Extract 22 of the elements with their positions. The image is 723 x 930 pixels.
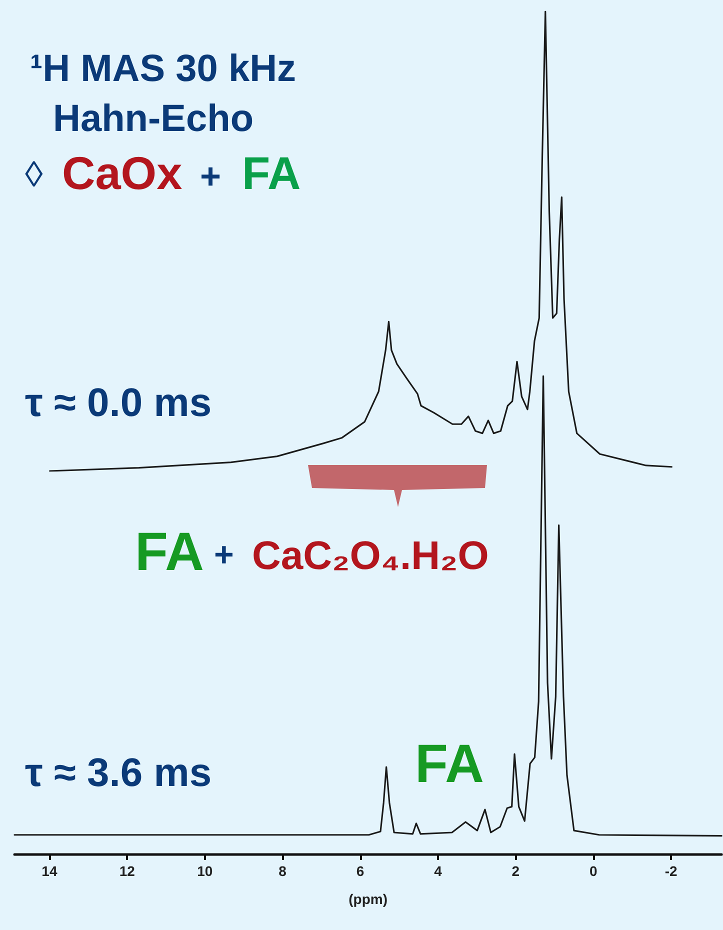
- annotation: FA: [135, 522, 204, 582]
- text: Hahn-Echo: [53, 98, 254, 140]
- x-tick-label: 6: [356, 863, 364, 879]
- annotation: τ ≈ 0.0 ms: [25, 381, 212, 425]
- annotation: FA: [242, 147, 301, 199]
- x-axis-title: (ppm): [348, 891, 388, 907]
- x-tick-label: 8: [278, 863, 287, 879]
- x-tick-label: 2: [512, 863, 520, 879]
- x-tick-label: 12: [119, 863, 136, 879]
- annotation: CaOx: [62, 147, 183, 199]
- annotation: τ ≈ 3.6 ms: [25, 751, 212, 795]
- text: ◊: [25, 154, 43, 194]
- text: ¹H MAS 30 kHz: [30, 48, 296, 90]
- annotation: FA: [415, 734, 484, 794]
- x-tick-label: -2: [664, 863, 678, 879]
- x-tick-label: 10: [197, 863, 213, 879]
- annotation: +: [200, 156, 222, 196]
- annotation: +: [214, 536, 234, 574]
- x-tick-label: 14: [42, 863, 58, 879]
- x-tick-label: 0: [589, 863, 598, 879]
- annotation: CaC₂O₄.H₂O: [252, 534, 489, 578]
- x-tick-label: 4: [434, 863, 442, 879]
